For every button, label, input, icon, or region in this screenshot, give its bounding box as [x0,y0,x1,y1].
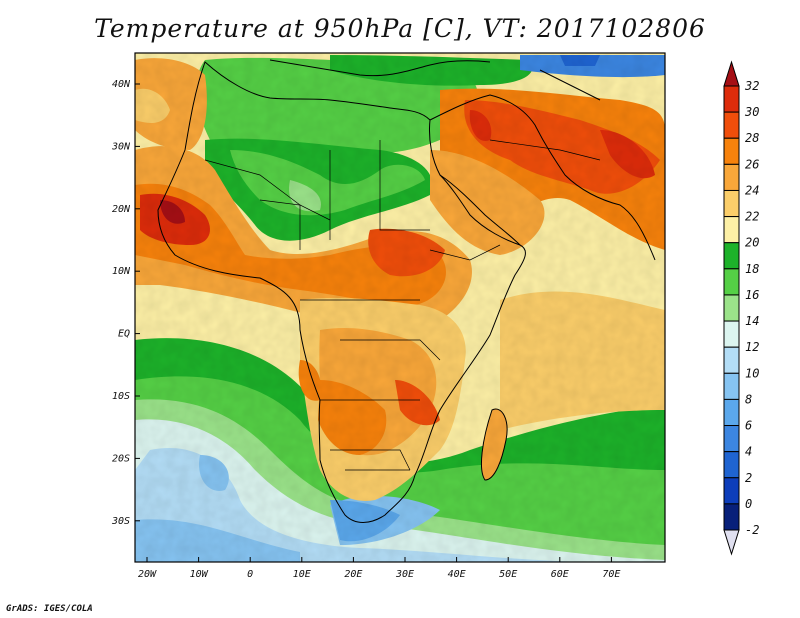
coastline-outline [157,59,656,523]
colorbar-swatch [723,85,740,113]
lon-tick-label: 70E [602,569,620,580]
grads-credit: GrADS: IGES/COLA [6,604,93,614]
temperature-field [135,53,665,562]
lon-tick-label: 20E [344,569,362,580]
colorbar-label: 6 [745,419,752,433]
colorbar-label: 8 [745,392,752,406]
colorbar-swatch [723,216,740,244]
colorbar-swatch [723,398,740,427]
colorbar-label: 18 [745,262,759,276]
lon-tick-label: 40E [448,569,466,580]
lon-tick-label: 50E [499,569,517,580]
colorbar-swatch [723,137,740,165]
colorbar-label: 12 [745,340,759,354]
colorbar-label: 14 [745,314,759,328]
colorbar-swatch [723,242,740,270]
colorbar-swatch [723,451,740,479]
colorbar-label: 30 [744,105,759,119]
map-frame [134,52,666,563]
colorbar-label: 28 [745,131,759,145]
colorbar-swatch [723,372,740,400]
colorbar-swatch [723,425,740,453]
lon-tick-label: 10W [190,569,209,580]
colorbar-label: 16 [745,288,759,302]
colorbar-max-arrow [723,60,740,87]
lon-tick-label: 60E [551,569,569,580]
lon-tick-label: 20W [138,569,157,580]
latitude-axis: 40N 30N 20N 10N EQ 10S 20S 30S [111,79,140,527]
lat-tick-label: 30N [111,141,131,152]
colorbar-swatch [723,111,740,139]
longitude-axis: 20W 10W 0 10E 20E 30E 40E 50E 60E 70E [138,557,620,580]
colorbar-label: -2 [745,523,759,537]
colorbar-swatch [723,163,740,191]
lon-tick-label: 10E [293,569,311,580]
country-borders [204,139,601,471]
colorbar-label: 20 [745,236,759,250]
lat-tick-label: 30S [111,516,130,527]
colorbar-label: 4 [745,445,752,459]
colorbar-label: 10 [745,366,759,380]
colorbar-swatch [723,320,740,348]
lat-tick-label: 40N [112,79,131,90]
colorbar-label: 2 [745,471,752,485]
lon-tick-label: 30E [395,569,414,580]
colorbar-label: 22 [745,210,759,224]
lat-tick-label: 20N [112,204,131,215]
lat-tick-label: 10N [112,266,131,277]
colorbar-label: 24 [745,183,759,197]
lon-tick-label: 0 [247,569,253,580]
colorbar-min-arrow [723,529,740,556]
colorbar-label: 26 [745,157,759,171]
colorbar-label: 32 [744,79,759,93]
colorbar-swatch [723,189,740,218]
colorbar-label: 0 [745,497,752,511]
lat-tick-label: 10S [112,391,130,402]
colorbar-swatch [723,268,740,296]
map-title: Temperature at 950hPa [C], VT: 201710280… [94,14,706,43]
lat-tick-label: 20S [112,453,130,464]
colorbar-swatch [723,294,740,322]
colorbar-swatch [723,346,740,374]
colorbar-swatch [723,503,740,531]
lat-tick-label: EQ [118,329,130,340]
colorbar-swatch [723,477,740,505]
